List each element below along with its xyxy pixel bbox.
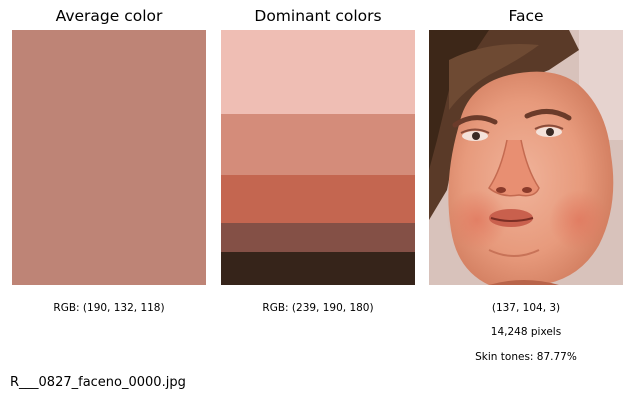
average-color-swatch <box>12 30 206 285</box>
face-image <box>429 30 623 285</box>
dominant-color-stripe <box>221 223 415 252</box>
face-color-caption: (137, 104, 3) <box>491 302 561 314</box>
dominant-color-stripe <box>221 114 415 175</box>
dominant-color-stripe <box>221 175 415 223</box>
face-skin-tones: Skin tones: 87.77% <box>475 351 577 363</box>
average-color-title: Average color <box>55 7 163 25</box>
face-pixel-count: 14,248 pixels <box>490 326 562 338</box>
dominant-colors-rgb-caption: RGB: (239, 190, 180) <box>262 302 374 314</box>
average-color-rgb-caption: RGB: (190, 132, 118) <box>53 302 165 314</box>
image-filename: R___0827_faceno_0000.jpg <box>10 375 186 390</box>
dominant-color-stripe <box>221 252 415 285</box>
dominant-colors-stack <box>221 30 415 285</box>
dominant-colors-title: Dominant colors <box>254 7 382 25</box>
face-title: Face <box>508 7 544 25</box>
dominant-color-stripe <box>221 30 415 114</box>
